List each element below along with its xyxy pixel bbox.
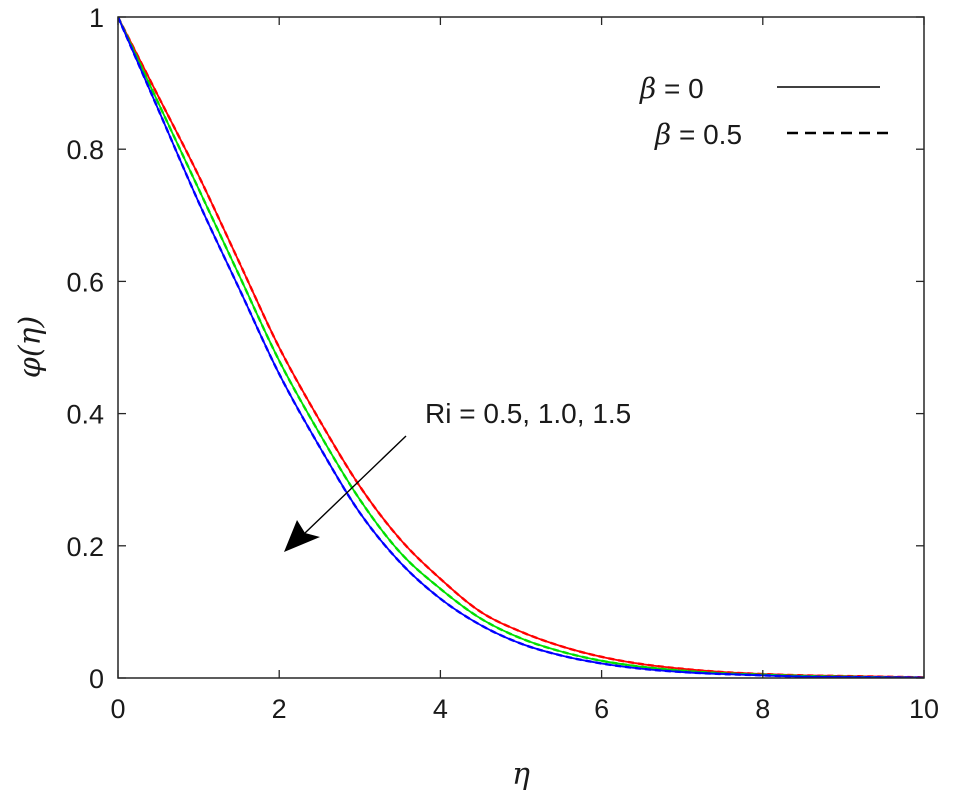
x-tick-label-0: 0 <box>110 694 125 724</box>
series-line-3 <box>118 17 924 678</box>
x-tick-label-1: 2 <box>272 694 287 724</box>
annotation-arrowhead <box>284 520 320 552</box>
legend-entry-0-label: β = 0 <box>639 72 704 105</box>
annotation-text: Ri = 0.5, 1.0, 1.5 <box>425 398 631 429</box>
y-tick-label-2: 0.4 <box>66 400 104 430</box>
x-axis-label: η <box>512 757 530 792</box>
series-line-4 <box>118 17 924 678</box>
x-tick-label-3: 6 <box>594 694 609 724</box>
annotation-arrow-shaft <box>304 435 407 534</box>
y-tick-label-3: 0.6 <box>66 267 104 297</box>
y-tick-label-1: 0.2 <box>66 532 104 562</box>
y-tick-label-5: 1 <box>89 3 104 33</box>
annotation: Ri = 0.5, 1.0, 1.5 <box>284 398 631 552</box>
plot-frame <box>117 16 925 679</box>
y-tick-label-0: 0 <box>89 664 104 694</box>
tick-layer: 0 2 4 6 8 10 0 0.2 0.4 0.6 0.8 1 <box>66 3 939 724</box>
series-line-1 <box>118 17 924 678</box>
y-axis-label: φ(η) <box>13 316 48 378</box>
series-layer <box>118 17 924 678</box>
y-tick-label-4: 0.8 <box>66 135 104 165</box>
legend: β = 0 β = 0.5 <box>639 72 890 151</box>
x-tick-label-2: 4 <box>433 694 448 724</box>
x-tick-label-5: 10 <box>909 694 939 724</box>
series-line-5 <box>118 17 924 678</box>
legend-entry-1-label: β = 0.5 <box>654 118 742 151</box>
series-line-0 <box>118 17 924 678</box>
series-line-2 <box>118 17 924 678</box>
x-tick-label-4: 8 <box>755 694 770 724</box>
